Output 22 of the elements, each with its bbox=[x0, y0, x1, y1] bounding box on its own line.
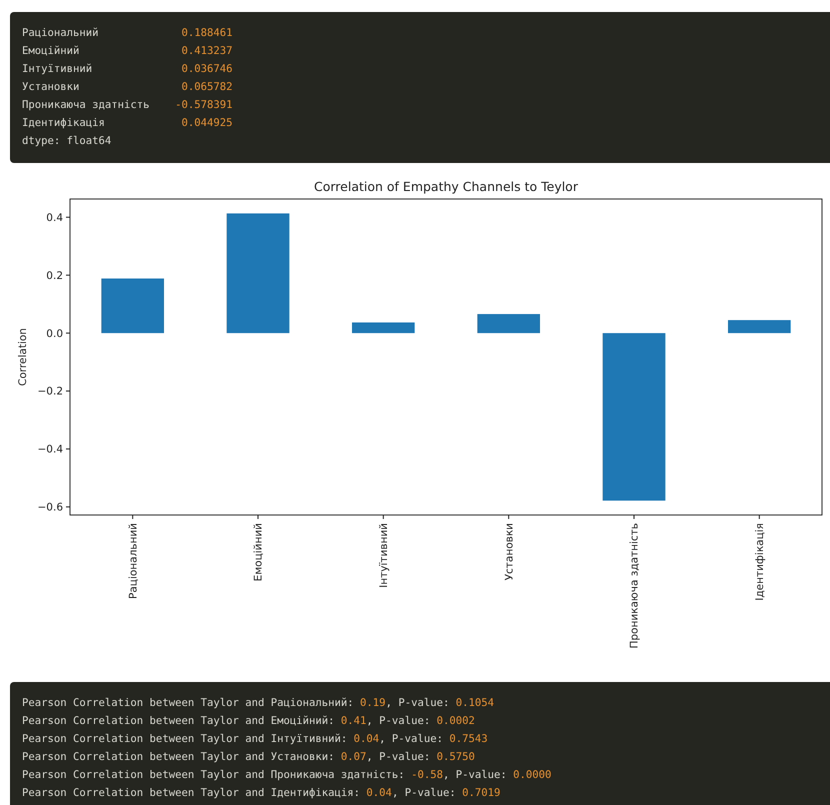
x-tick-label: Установки bbox=[503, 523, 516, 580]
bar bbox=[477, 314, 540, 334]
y-tick-label: −0.6 bbox=[38, 502, 64, 514]
x-tick-label: Інтуїтивний bbox=[378, 523, 390, 588]
bar bbox=[602, 333, 666, 501]
text: Pearson Correlation between Taylor and Раціональний: 0.19, P-value: 0.1054 Pearson Correlation between Taylor and Емоційний: 0.41, P-value: 0.0002 Pearson Correlation between Taylor and Інтуїтивний: 0.04, P-value: 0.7543 Pearson Correlation between Taylor and Установки: 0.07, P-value: 0.5750 Pearson Correlation between Taylor and Проникаюча здатність: -0.58, P-value: 0.0000 Pearson Correlation between Taylor and Ідентифікація: 0.04, P-value: 0.7019 bbox=[22, 697, 552, 799]
bar bbox=[226, 213, 290, 334]
y-tick-label: 0.0 bbox=[46, 328, 63, 340]
text: Раціональний 0.188461 Емоційний 0.413237 Інтуїтивний 0.036746 Установки 0.065782 Проникаюча здатність -0.578391 Ідентифікація 0.044925 dtype: float64 bbox=[22, 27, 232, 147]
chart-title: Correlation of Empathy Channels to Teylor bbox=[314, 179, 579, 194]
bar bbox=[352, 322, 415, 334]
x-tick-label: Проникаюча здатність bbox=[628, 523, 641, 649]
x-tick-label: Емоційний bbox=[252, 523, 265, 582]
bar bbox=[101, 278, 164, 334]
y-tick-label: −0.2 bbox=[38, 386, 63, 398]
y-axis-title: Correlation bbox=[17, 328, 29, 386]
y-tick-label: 0.2 bbox=[46, 270, 63, 282]
y-tick-label: −0.4 bbox=[38, 444, 64, 456]
x-tick-label: Ідентифікація bbox=[754, 523, 766, 601]
y-tick-label: 0.4 bbox=[46, 212, 64, 224]
x-tick-label: Раціональний bbox=[127, 523, 140, 599]
bar bbox=[728, 320, 791, 334]
